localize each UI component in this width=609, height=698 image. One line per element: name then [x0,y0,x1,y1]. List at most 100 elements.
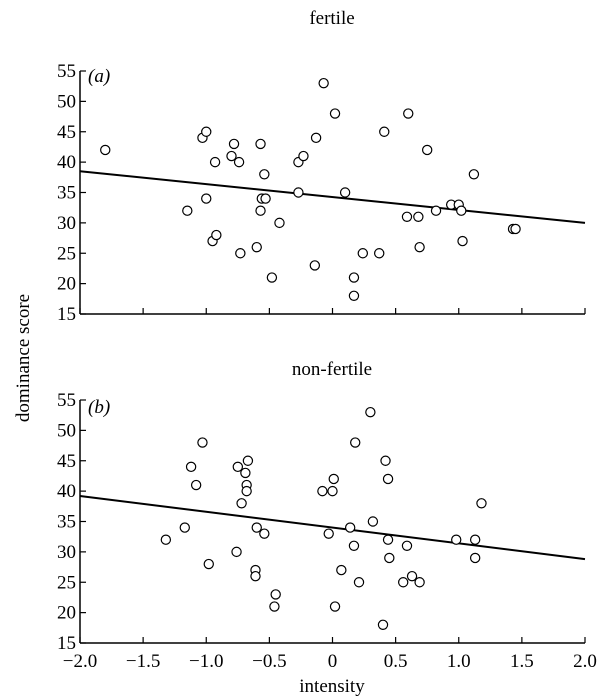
panel-b-data-point [398,577,409,588]
panel-a-data-point [456,205,467,216]
panel-b-data-point [240,467,251,479]
panel-a-data-point [413,211,424,222]
panel-b-x-tick-label: −2.0 [63,651,97,672]
panel-b-data-point [353,577,365,588]
panel-a-data-point [211,229,222,241]
panel-a-y-tick-label: 35 [57,183,76,204]
panel-b-data-point [382,534,394,545]
panel-b-data-point [160,534,172,545]
panel-a-y-tick-label: 30 [57,213,76,234]
panel-b-data-point [367,516,379,527]
panel-a-data-point [339,187,351,198]
panel-a-data-point [255,138,266,150]
panel-b-x-tick-label: 2.0 [573,651,597,672]
panel-b-data-point [469,552,481,564]
panel-b-data-point [377,619,389,630]
panel-b-y-tick-label: 40 [57,481,76,502]
panel-a-data-point [357,248,368,259]
panel-a-y-tick-label: 55 [57,61,76,82]
panel-b-data-point [270,589,281,600]
panel-b-data-point [344,522,356,533]
panel-a-data-point [274,217,285,229]
panel-a-data-point [266,272,278,283]
panel-a-data-point [430,205,442,216]
panel-b-fit-line [79,494,586,561]
panel-b-x-tick-label: −1.5 [126,651,160,672]
panel-a-data-point [259,169,270,180]
panel-b-data-point [327,485,338,497]
panel-b-y-tick-label: 25 [57,572,76,593]
panel-b-y-tick-label: 45 [57,451,76,472]
panel-b-data-point [269,601,280,612]
panel-a-data-point [374,248,385,259]
panel-b-data-point [469,534,481,545]
panel-b-data-point [414,577,425,588]
panel-b-data-point [232,461,244,473]
panel-a-data-point [457,235,468,247]
panel-a-data-point [235,248,246,259]
panel-a-data-point [255,205,266,216]
panel-b-y-tick-label: 20 [57,603,76,624]
panel-a-data-point [318,77,329,89]
panel-a-data-point [414,241,425,253]
panel-b-data-point [190,479,202,491]
panel-a-data-point [421,144,433,156]
panel-a-data-point [226,150,237,162]
panel-a-data-point [228,138,240,150]
panel-b-data-point [380,455,391,466]
panel-b-data-point [336,564,347,576]
panel-b-data-point [382,473,394,485]
panel-a-data-point [293,187,304,198]
panel-b-y-tick-label: 30 [57,542,76,563]
panel-a-data-point [329,108,341,119]
panel-b-data-point [329,601,341,612]
panel-b-data-point [323,528,334,539]
panel-non-fertile: non-fertile (b) 15 20 25 30 35 40 45 50 55 −2.0 −1… [57,359,597,672]
panel-fertile: fertile (a) 15 20 25 30 35 40 45 50 55 [57,8,586,325]
panel-b-label: (b) [88,397,110,418]
panel-b-y-tick-label: 55 [57,390,76,411]
panel-a-y-tick-label: 50 [57,91,76,112]
panel-a-data-point [100,144,111,156]
panel-b-x-tick-label: 0 [328,651,338,672]
panel-b-x-tick-label: 0.5 [384,651,408,672]
panel-b-data-point [406,570,418,582]
panel-a-data-point [310,132,322,144]
panel-a-data-point [468,169,480,180]
panel-b-data-point [251,522,262,533]
panel-a-label: (a) [88,66,110,87]
panel-a-data-point [209,156,221,168]
panel-a-data-point [379,126,390,137]
panel-a-y-tick-label: 40 [57,152,76,173]
panel-b-data-point [401,540,413,552]
panel-a-data-point [260,193,271,204]
panel-b-data-point [231,546,242,558]
panel-a-data-point [403,108,414,119]
panel-a-data-point [401,211,413,222]
panel-b-data-point [197,437,208,448]
panel-b-data-point [451,534,462,545]
panel-b-x-tick-label: 1.5 [510,651,534,672]
panel-a-data-point [233,156,245,168]
panel-b-y-tick-label: 35 [57,512,76,533]
panel-b-x-tick-label: −1.0 [189,651,223,672]
panel-a-fit-line [79,170,586,224]
panel-a-y-tick-label: 20 [57,274,76,295]
panel-b-data-point [242,455,254,466]
panel-b-x-tick-label: 1.0 [447,651,471,672]
panel-b-data-point [365,406,376,418]
panel-b-data-point [317,485,328,497]
panel-a-data-point [348,272,360,283]
panel-a-data-point [510,223,521,235]
panel-b-data-point [250,570,261,582]
panel-a-data-point [182,205,193,216]
panel-a-data-point [348,290,360,301]
x-axis-title: intensity [299,676,365,697]
panel-b-data-point [259,528,270,539]
panel-a-data-point [251,241,262,253]
panel-a-y-tick-label: 15 [57,304,76,325]
panel-a-y-tick-label: 25 [57,243,76,264]
panel-a-data-point [201,126,212,137]
panel-b-x-tick-label: −0.5 [252,651,286,672]
